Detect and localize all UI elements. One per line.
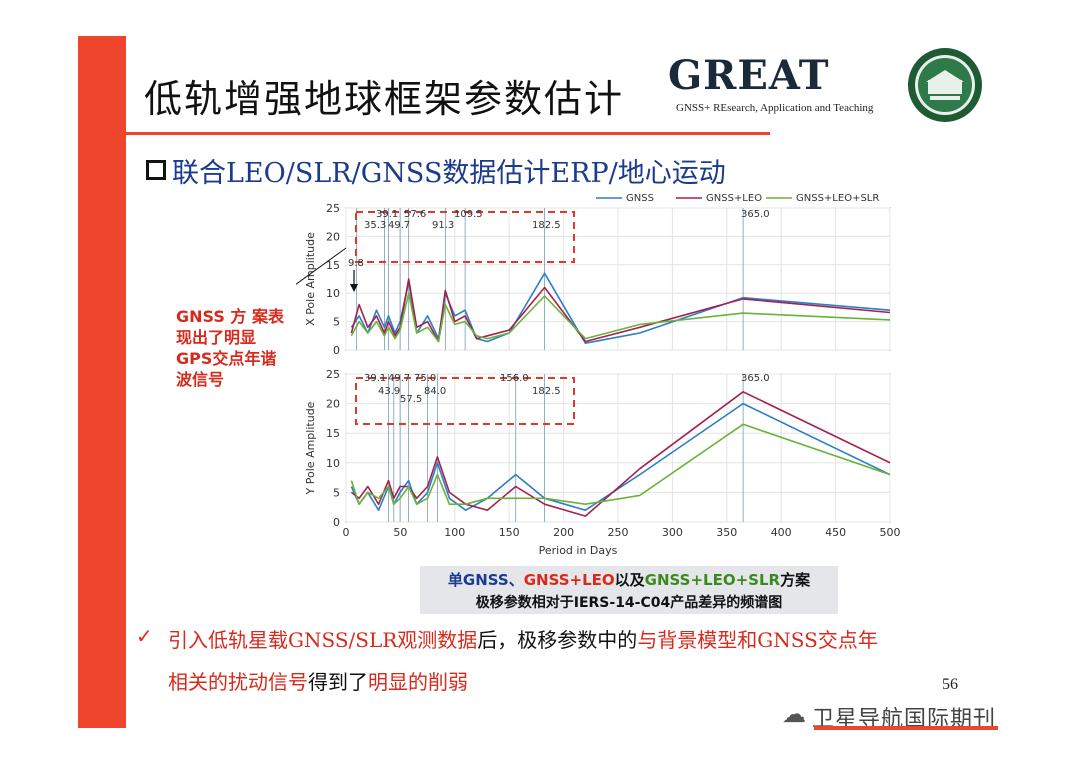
conclusion-line-2: 相关的扰动信号得到了明显的削弱 [168, 666, 468, 695]
period-label: 57.5 [400, 394, 422, 405]
watermark-underline [814, 726, 998, 730]
x-tick-label: 100 [444, 526, 465, 539]
period-label: 43.9 [378, 386, 400, 397]
caption-gnss-leo-slr: GNSS+LEO+SLR [644, 571, 781, 589]
period-label: 39.1 [376, 209, 398, 220]
y-tick-label: 10 [326, 457, 340, 470]
period-label: 49.7 [388, 220, 410, 231]
caption-line-1: 单GNSS、GNSS+LEO以及GNSS+LEO+SLR方案 [420, 569, 838, 590]
y-axis-label: X Pole Amplitude [304, 232, 317, 326]
check-icon: ✓ [136, 624, 153, 648]
x-tick-label: 400 [771, 526, 792, 539]
y-axis-label: Y Pole Amplitude [304, 401, 317, 495]
x-tick-label: 350 [716, 526, 737, 539]
y-tick-label: 5 [333, 486, 340, 499]
y-tick-label: 0 [333, 344, 340, 357]
period-label: 182.5 [532, 386, 561, 397]
period-label: 182.5 [532, 220, 561, 231]
period-label: 9.8 [348, 258, 364, 269]
y-tick-label: 20 [326, 398, 340, 411]
x-axis-label: Period in Days [539, 544, 618, 557]
university-seal-icon [908, 48, 982, 122]
legend-label-0: GNSS [626, 193, 654, 204]
section-bullet-icon [146, 160, 166, 180]
period-label: 365.0 [741, 209, 770, 220]
page-number: 56 [942, 676, 958, 693]
conclusion-seg6: 明显的削弱 [368, 670, 468, 694]
series-line-GNSS+LEO+SLR [350, 423, 891, 505]
x-tick-label: 500 [880, 526, 901, 539]
conclusion-seg2: 后，极移参数中的 [477, 628, 638, 652]
series-line-GNSS+LEO [350, 391, 891, 517]
accent-bar [78, 36, 126, 728]
period-label: 49.7 [388, 373, 410, 384]
y-tick-label: 25 [326, 368, 340, 381]
period-label: 57.6 [404, 209, 426, 220]
spectrum-chart: GNSS GNSS+LEO GNSS+LEO+SLR 0 5 10 15 20 25 X Pole… [296, 193, 901, 557]
x-tick-label: 0 [343, 526, 350, 539]
conclusion-seg1: 引入低轨星载GNSS/SLR观测数据 [168, 628, 478, 652]
section-title: 联合LEO/SLR/GNSS数据估计ERP/地心运动 [172, 158, 726, 189]
annotation-note: GNSS 方 案表现出了明显GPS交点年谐波信号 [176, 307, 284, 389]
caption-gnss: 单GNSS、 [447, 571, 524, 589]
conclusion-seg3: 与背景模型和GNSS交点年 [637, 628, 878, 652]
conclusion-seg4: 相关的扰动信号 [168, 670, 308, 694]
x-tick-label: 300 [662, 526, 683, 539]
chart-caption: 单GNSS、GNSS+LEO以及GNSS+LEO+SLR方案 极移参数相对于IE… [420, 566, 838, 614]
y-tick-label: 5 [333, 316, 340, 329]
y-tick-label: 15 [326, 427, 340, 440]
y-tick-label: 15 [326, 259, 340, 272]
y-tick-label: 10 [326, 287, 340, 300]
period-label: 365.0 [741, 373, 770, 384]
legend-label-2: GNSS+LEO+SLR [796, 193, 879, 204]
conclusion-line-1: 引入低轨星载GNSS/SLR观测数据后，极移参数中的与背景模型和GNSS交点年 [168, 624, 878, 653]
x-tick-label: 450 [825, 526, 846, 539]
period-label: 35.3 [364, 220, 386, 231]
period-label: 91.3 [432, 220, 454, 231]
brand-tagline: GNSS+ REsearch, Application and Teaching [676, 102, 874, 114]
y-tick-label: 20 [326, 230, 340, 243]
period-label: 84.0 [424, 386, 446, 397]
title-underline [126, 132, 770, 135]
series-line-GNSS+LEO+SLR [350, 292, 891, 343]
highlight-box-bottom [355, 377, 575, 425]
slide-title: 低轨增强地球框架参数估计 [144, 77, 625, 121]
caption-and: 以及 [614, 571, 645, 589]
annotation-arrow-1 [296, 247, 347, 285]
wechat-icon: ☁ [782, 700, 806, 728]
x-tick-label: 50 [393, 526, 407, 539]
brand-logo-text: GREAT [668, 52, 830, 99]
highlight-box-top [355, 211, 575, 263]
x-tick-label: 250 [608, 526, 629, 539]
period-label: 156.0 [500, 373, 529, 384]
period-label: 39.1 [364, 373, 386, 384]
y-tick-label: 25 [326, 202, 340, 215]
period-label: 109.5 [454, 209, 483, 220]
y-tick-label: 0 [333, 516, 340, 529]
x-tick-label: 150 [499, 526, 520, 539]
period-label: 75.0 [414, 373, 436, 384]
conclusion-seg5: 得到了 [308, 670, 368, 694]
caption-line-2: 极移参数相对于IERS-14-C04产品差异的频谱图 [475, 595, 783, 611]
series-line-GNSS [350, 402, 891, 511]
x-tick-label: 200 [553, 526, 574, 539]
arrow-head-icon [350, 284, 358, 292]
caption-scheme: 方案 [780, 571, 811, 589]
caption-gnss-leo: GNSS+LEO [523, 571, 615, 589]
legend-label-1: GNSS+LEO [706, 193, 762, 204]
